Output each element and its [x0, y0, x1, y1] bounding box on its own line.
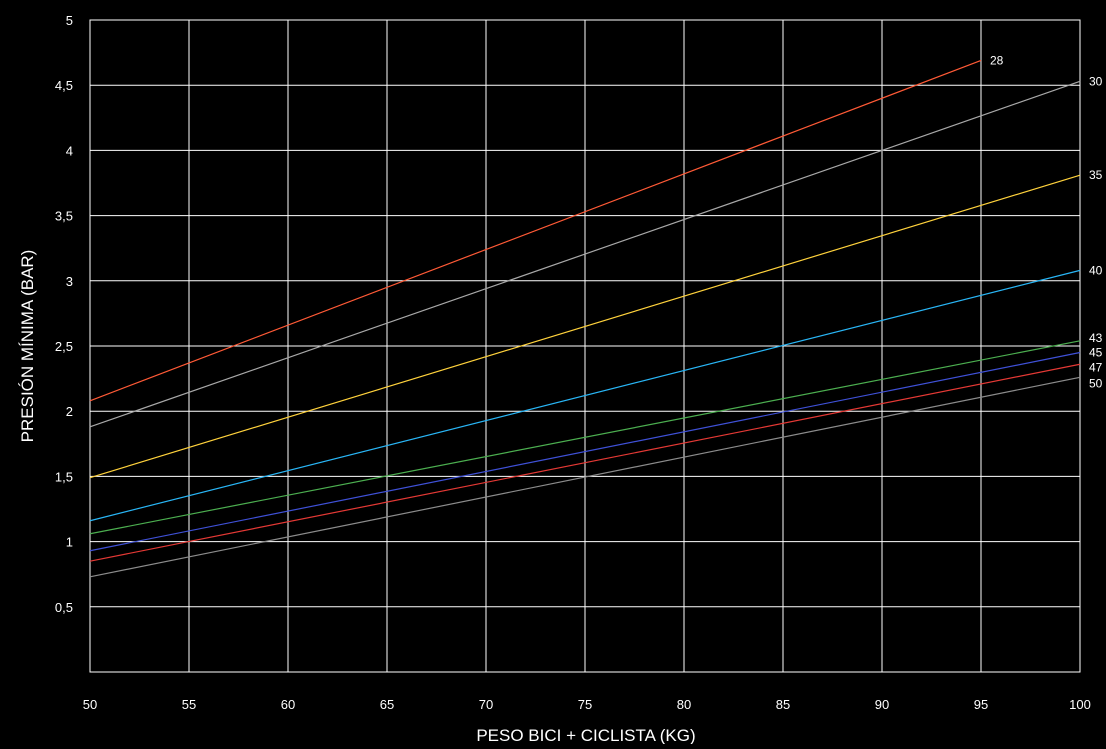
y-tick-label: 1	[66, 535, 73, 550]
x-tick-label: 55	[182, 697, 196, 712]
series-lines	[89, 59, 1081, 578]
y-tick-label: 0,5	[55, 600, 73, 615]
x-tick-label: 60	[281, 697, 295, 712]
y-tick-label: 2,5	[55, 339, 73, 354]
series-label-35: 35	[1089, 168, 1103, 182]
x-tick-label: 85	[776, 697, 790, 712]
grid	[89, 19, 1081, 673]
x-tick-label: 90	[875, 697, 889, 712]
series-line-43	[89, 340, 1081, 535]
y-tick-label: 3	[66, 274, 73, 289]
x-tick-label: 95	[974, 697, 988, 712]
series-label-28: 28	[990, 53, 1004, 67]
series-label-50: 50	[1089, 376, 1103, 390]
series-label-45: 45	[1089, 346, 1103, 360]
y-tick-label: 5	[66, 13, 73, 28]
series-label-30: 30	[1089, 74, 1103, 88]
x-tick-label: 50	[83, 697, 97, 712]
series-line-50	[89, 376, 1081, 578]
y-tick-label: 4	[66, 143, 73, 158]
x-tick-label: 75	[578, 697, 592, 712]
series-line-35	[89, 174, 1081, 479]
x-axis-ticks: 50 55 60 65 70 75 80 85 90 95 100	[83, 697, 1091, 712]
series-line-28	[89, 59, 982, 402]
y-tick-label: 2	[66, 404, 73, 419]
series-label-40: 40	[1089, 263, 1103, 277]
series-line-45	[89, 351, 1081, 552]
x-tick-label: 80	[677, 697, 691, 712]
x-tick-label: 100	[1069, 697, 1091, 712]
series-label-43: 43	[1089, 331, 1103, 345]
x-tick-label: 70	[479, 697, 493, 712]
x-axis-label: PESO BICI + CICLISTA (KG)	[476, 726, 695, 744]
series-label-47: 47	[1089, 360, 1103, 374]
y-tick-label: 4,5	[55, 78, 73, 93]
y-tick-label: 1,5	[55, 469, 73, 484]
y-axis-ticks: 0,5 1 1,5 2 2,5 3 3,5 4 4,5 5	[55, 13, 73, 615]
series-line-47	[89, 363, 1081, 562]
x-tick-label: 65	[380, 697, 394, 712]
y-tick-label: 3,5	[55, 209, 73, 224]
y-axis-label: PRESIÓN MÍNIMA (BAR)	[18, 250, 37, 443]
series-line-30	[89, 80, 1081, 428]
series-line-40	[89, 269, 1081, 522]
